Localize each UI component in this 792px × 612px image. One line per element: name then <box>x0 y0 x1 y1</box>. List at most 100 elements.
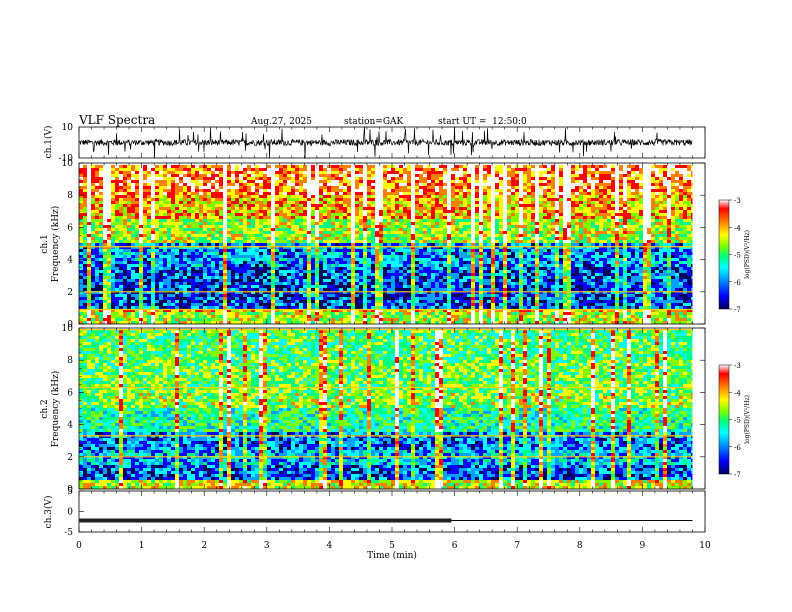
ch1-spec-cell <box>167 207 171 210</box>
ch1-spec-cell <box>363 297 367 300</box>
ch1-spec-cell <box>407 303 411 306</box>
ch1-spec-cell <box>219 216 223 219</box>
ch1-spec-cell <box>95 243 99 246</box>
ch1-spec-cell <box>115 174 119 177</box>
ch1-spec-cell <box>175 297 179 300</box>
ch1-spec-cell <box>367 255 371 258</box>
ch1-spec-cell <box>443 171 447 174</box>
ch1-spec-cell <box>151 303 155 306</box>
ch1-spec-cell <box>187 213 191 216</box>
ch1-spec-cell <box>139 171 143 174</box>
ch1-spec-cell <box>251 195 255 198</box>
ch1-spec-cell <box>263 198 267 201</box>
ch1-spec-cell <box>371 201 375 204</box>
ch1-spec-cell <box>167 273 171 276</box>
ch1-spec-cell <box>275 216 279 219</box>
ch1-spec-cell <box>103 303 107 306</box>
ch1-spec-cell <box>211 264 215 267</box>
ch1-spec-cell <box>151 282 155 285</box>
ch1-spec-cell <box>251 267 255 270</box>
ch1-spec-cell <box>359 213 363 216</box>
ch1-spec-cell <box>319 219 323 222</box>
ch1-spec-cell <box>379 285 383 288</box>
ch1-spec-cell <box>435 288 439 291</box>
ch1-spec-cell <box>143 294 147 297</box>
ch1-spec-cell <box>235 300 239 303</box>
ch1-spec-cell <box>303 174 307 177</box>
ch1-spec-cell <box>419 279 423 282</box>
ch1-spec-cell <box>255 255 259 258</box>
ch1-spec-cell <box>147 183 151 186</box>
ch1-spec-cell <box>207 300 211 303</box>
ch1-spec-cell <box>367 249 371 252</box>
ch1-spec-cell <box>171 216 175 219</box>
ch1-spec-cell <box>299 204 303 207</box>
ch1-spec-cell <box>331 243 335 246</box>
ch1-spec-cell <box>423 312 427 315</box>
ch1-spec-cell <box>175 222 179 225</box>
ch1-spec-cell <box>215 252 219 255</box>
ch1-spec-cell <box>107 297 111 300</box>
ch1-spec-cell <box>315 264 319 267</box>
ch1-spec-cell <box>323 222 327 225</box>
ch1-spec-cell <box>371 270 375 273</box>
ch1-spec-cell <box>163 321 167 324</box>
ch1-spec-cell <box>275 279 279 282</box>
ch1-spec-cell <box>159 252 163 255</box>
ch1-spec-cell <box>151 207 155 210</box>
ch1-spec-cell <box>227 207 231 210</box>
ch1-spec-cell <box>251 315 255 318</box>
ch1-spec-cell <box>351 279 355 282</box>
ch1-spec-cell <box>439 297 443 300</box>
ch1-spec-cell <box>267 291 271 294</box>
ch1-spec-cell <box>227 231 231 234</box>
ch1-spec-cell <box>423 237 427 240</box>
ch1-spec-cell <box>319 273 323 276</box>
ch1-spec-cell <box>195 264 199 267</box>
ch1-spec-cell <box>83 168 87 171</box>
ch1-spec-cell <box>371 321 375 324</box>
ch1-spec-cell <box>391 279 395 282</box>
ch1-spec-cell <box>159 177 163 180</box>
ch1-spec-cell <box>379 171 383 174</box>
ch1-spec-cell <box>271 192 275 195</box>
ch1-spec-cell <box>303 204 307 207</box>
ch1-spec-cell <box>371 186 375 189</box>
ch1-spec-cell <box>339 243 343 246</box>
ch1-spec-cell <box>111 255 115 258</box>
ch1-spec-cell <box>259 225 263 228</box>
ch1-spec-cell <box>447 183 451 186</box>
ch1-spec-cell <box>95 177 99 180</box>
ch1-spec-cell <box>395 273 399 276</box>
ch1-spec-cell <box>367 291 371 294</box>
ch1-spec-cell <box>371 273 375 276</box>
ch1-spec-cell <box>435 168 439 171</box>
ch1-spec-cell <box>195 207 199 210</box>
ch1-spec-cell <box>263 273 267 276</box>
ch1-spec-cell <box>239 210 243 213</box>
ch1-spec-cell <box>255 231 259 234</box>
ch1-spec-cell <box>123 258 127 261</box>
ch1-spec-cell <box>219 180 223 183</box>
ch1-spec-cell <box>155 204 159 207</box>
ch1-spec-cell <box>395 312 399 315</box>
ch1-spec-cell <box>275 273 279 276</box>
ch1-spec-cell <box>79 255 83 258</box>
ch1-spec-cell <box>175 309 179 312</box>
ch1-spec-cell <box>323 300 327 303</box>
ch1-spec-cell <box>435 318 439 321</box>
ch1-spec-cell <box>367 225 371 228</box>
ch1-spec-cell <box>151 261 155 264</box>
ch1-spec-cell <box>387 249 391 252</box>
ch1-spec-cell <box>343 258 347 261</box>
ch1-spec-cell <box>179 297 183 300</box>
ch1-spec-cell <box>383 252 387 255</box>
ch1-spec-cell <box>163 216 167 219</box>
ch1-spec-cell <box>243 201 247 204</box>
ch1-spec-cell <box>387 285 391 288</box>
ch1-spec-cell <box>203 177 207 180</box>
ch1-spec-cell <box>143 213 147 216</box>
ch1-spec-cell <box>423 210 427 213</box>
ch1-spec-cell <box>359 183 363 186</box>
ch1-spec-cell <box>399 282 403 285</box>
